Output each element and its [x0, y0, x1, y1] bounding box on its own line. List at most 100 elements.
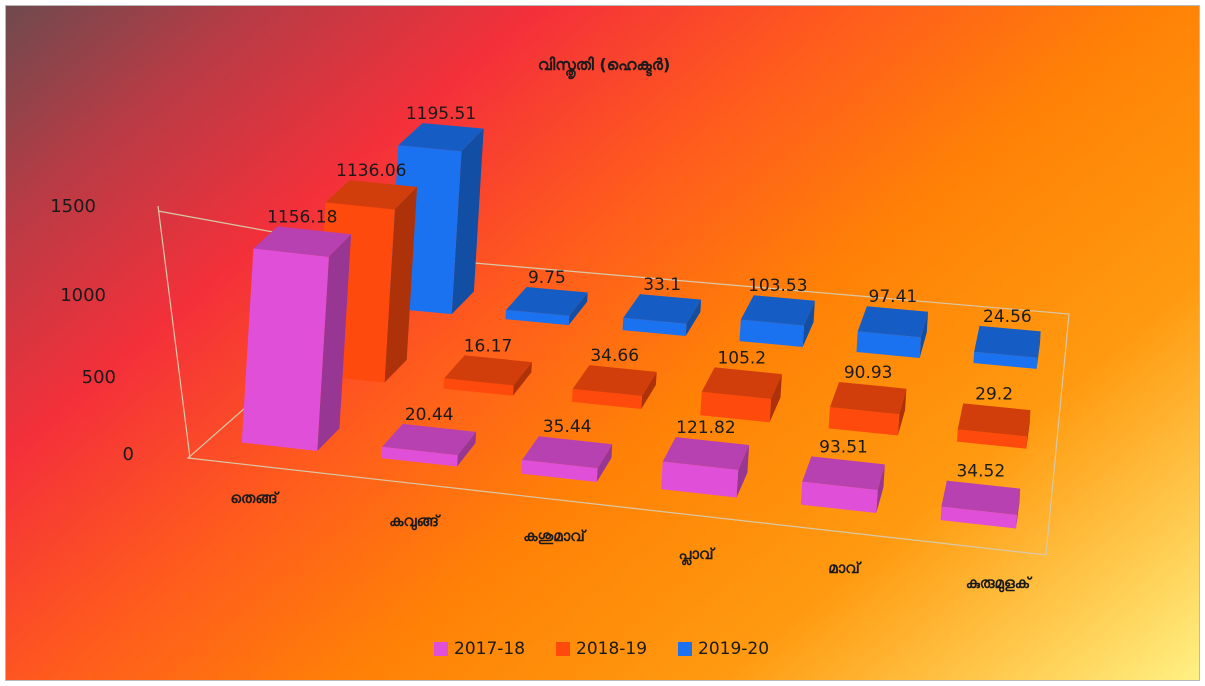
bar-top — [829, 381, 907, 415]
bar-front — [940, 506, 1017, 529]
data-label: 16.17 — [464, 336, 513, 356]
bar-top — [740, 295, 815, 326]
bar-front — [800, 481, 878, 514]
bar-top — [701, 367, 782, 399]
legend: 2017-18 2018-19 2019-20 — [434, 639, 769, 659]
category-label: പ്ലാവ് — [679, 545, 717, 566]
bar-front — [739, 319, 804, 347]
data-label: 20.44 — [405, 405, 454, 425]
bar-side — [897, 388, 907, 436]
bar-front — [443, 378, 514, 396]
legend-swatch — [556, 642, 570, 656]
bar-side — [1016, 488, 1021, 529]
bar-side — [641, 371, 657, 410]
data-label: 105.2 — [717, 348, 766, 368]
category-label: കശുമാവ് — [523, 527, 587, 545]
bar-front — [661, 461, 739, 498]
legend-label: 2017-18 — [454, 639, 525, 659]
bar-side — [736, 445, 750, 498]
bar-2018-19-4 — [828, 381, 907, 436]
bar-2018-19-1 — [443, 355, 532, 396]
y-axis: 0 500 1000 1500 — [50, 196, 191, 465]
bar-side — [1036, 331, 1041, 369]
chart-title: വിസ്തൃതി (ഹെക്ടർ) — [538, 55, 671, 80]
bar-2017-18-0 — [241, 226, 352, 451]
bars — [241, 123, 1041, 529]
y-tick-label: 0 — [123, 444, 134, 465]
bar-top — [857, 306, 929, 338]
bar-front — [241, 248, 329, 451]
category-label: കവുങ്ങ് — [389, 512, 441, 532]
bar-2018-19-2 — [571, 365, 657, 410]
bar-front — [856, 331, 921, 358]
data-label: 33.1 — [643, 275, 681, 295]
bar-side — [685, 299, 702, 337]
bar-front — [973, 351, 1038, 369]
chart-svg: 0 500 1000 1500 24.56 97.41 103.53 33.1 9.75 119… — [50, 55, 1070, 659]
data-label: 1156.18 — [267, 207, 337, 227]
bar-top — [382, 423, 477, 456]
legend-swatch — [678, 642, 692, 656]
chart-area: 0 500 1000 1500 24.56 97.41 103.53 33.1 9.75 119… — [5, 5, 1200, 681]
category-label: കുരുമുളക് — [966, 574, 1033, 594]
bar-2017-18-4 — [800, 456, 885, 514]
y-tick-label: 1000 — [60, 285, 106, 306]
data-label: 34.66 — [590, 346, 639, 366]
bar-side — [596, 444, 613, 482]
data-label: 1136.06 — [336, 161, 406, 181]
bar-2017-18-5 — [940, 480, 1021, 529]
data-label: 93.51 — [819, 437, 868, 457]
legend-label: 2019-20 — [698, 639, 769, 659]
bar-top — [253, 226, 352, 257]
bar-side — [769, 374, 782, 423]
bar-top — [662, 437, 750, 470]
bar-side — [876, 464, 885, 514]
data-label: 9.75 — [528, 268, 566, 288]
category-label: മാവ് — [828, 559, 862, 577]
data-label: 29.2 — [975, 384, 1013, 404]
bar-top — [941, 480, 1021, 515]
bar-top — [572, 365, 657, 396]
y-tick-label: 1500 — [50, 196, 96, 217]
data-label: 97.41 — [869, 287, 918, 307]
data-label: 35.44 — [543, 417, 592, 437]
data-label: 121.82 — [676, 418, 735, 438]
bar-2019-20-2 — [622, 294, 702, 337]
bar-side — [451, 128, 484, 315]
bar-2019-20-4 — [856, 306, 929, 358]
bar-top — [444, 355, 532, 386]
data-labels: 24.56 97.41 103.53 33.1 9.75 1195.51 29.2 90.93… — [267, 104, 1032, 482]
bar-2017-18-3 — [661, 437, 750, 498]
bar-top — [802, 456, 885, 490]
bar-2017-18-1 — [381, 423, 477, 467]
bar-front — [700, 391, 771, 423]
bar-front — [828, 407, 900, 436]
bar-side — [512, 362, 532, 396]
bar-top — [398, 123, 484, 152]
bar-side — [384, 186, 418, 383]
bar-top — [522, 436, 613, 469]
legend-swatch — [434, 642, 448, 656]
bar-2017-18-2 — [521, 436, 613, 482]
bar-top — [325, 180, 418, 210]
bar-front — [957, 429, 1028, 449]
bar-side — [457, 431, 477, 467]
x-axis-categories: തെങ്ങ് കവുങ്ങ് കശുമാവ് പ്ലാവ് മാവ് കുരുമുളക് — [230, 489, 1033, 594]
bar-2019-20-5 — [973, 325, 1041, 369]
data-label: 103.53 — [748, 276, 807, 296]
bar-side — [919, 311, 929, 358]
bar-front — [622, 317, 687, 337]
bar-2019-20-1 — [505, 286, 588, 326]
bar-side — [1026, 410, 1031, 449]
bar-front — [521, 459, 598, 482]
bar-top — [974, 325, 1041, 358]
legend-label: 2018-19 — [576, 639, 647, 659]
bar-top — [957, 403, 1031, 437]
data-label: 24.56 — [983, 307, 1032, 327]
data-label: 90.93 — [844, 363, 893, 383]
bar-2018-19-3 — [700, 367, 782, 423]
bar-top — [623, 294, 702, 324]
bar-top — [506, 286, 588, 316]
category-label: തെങ്ങ് — [230, 489, 280, 507]
bar-side — [802, 300, 815, 347]
